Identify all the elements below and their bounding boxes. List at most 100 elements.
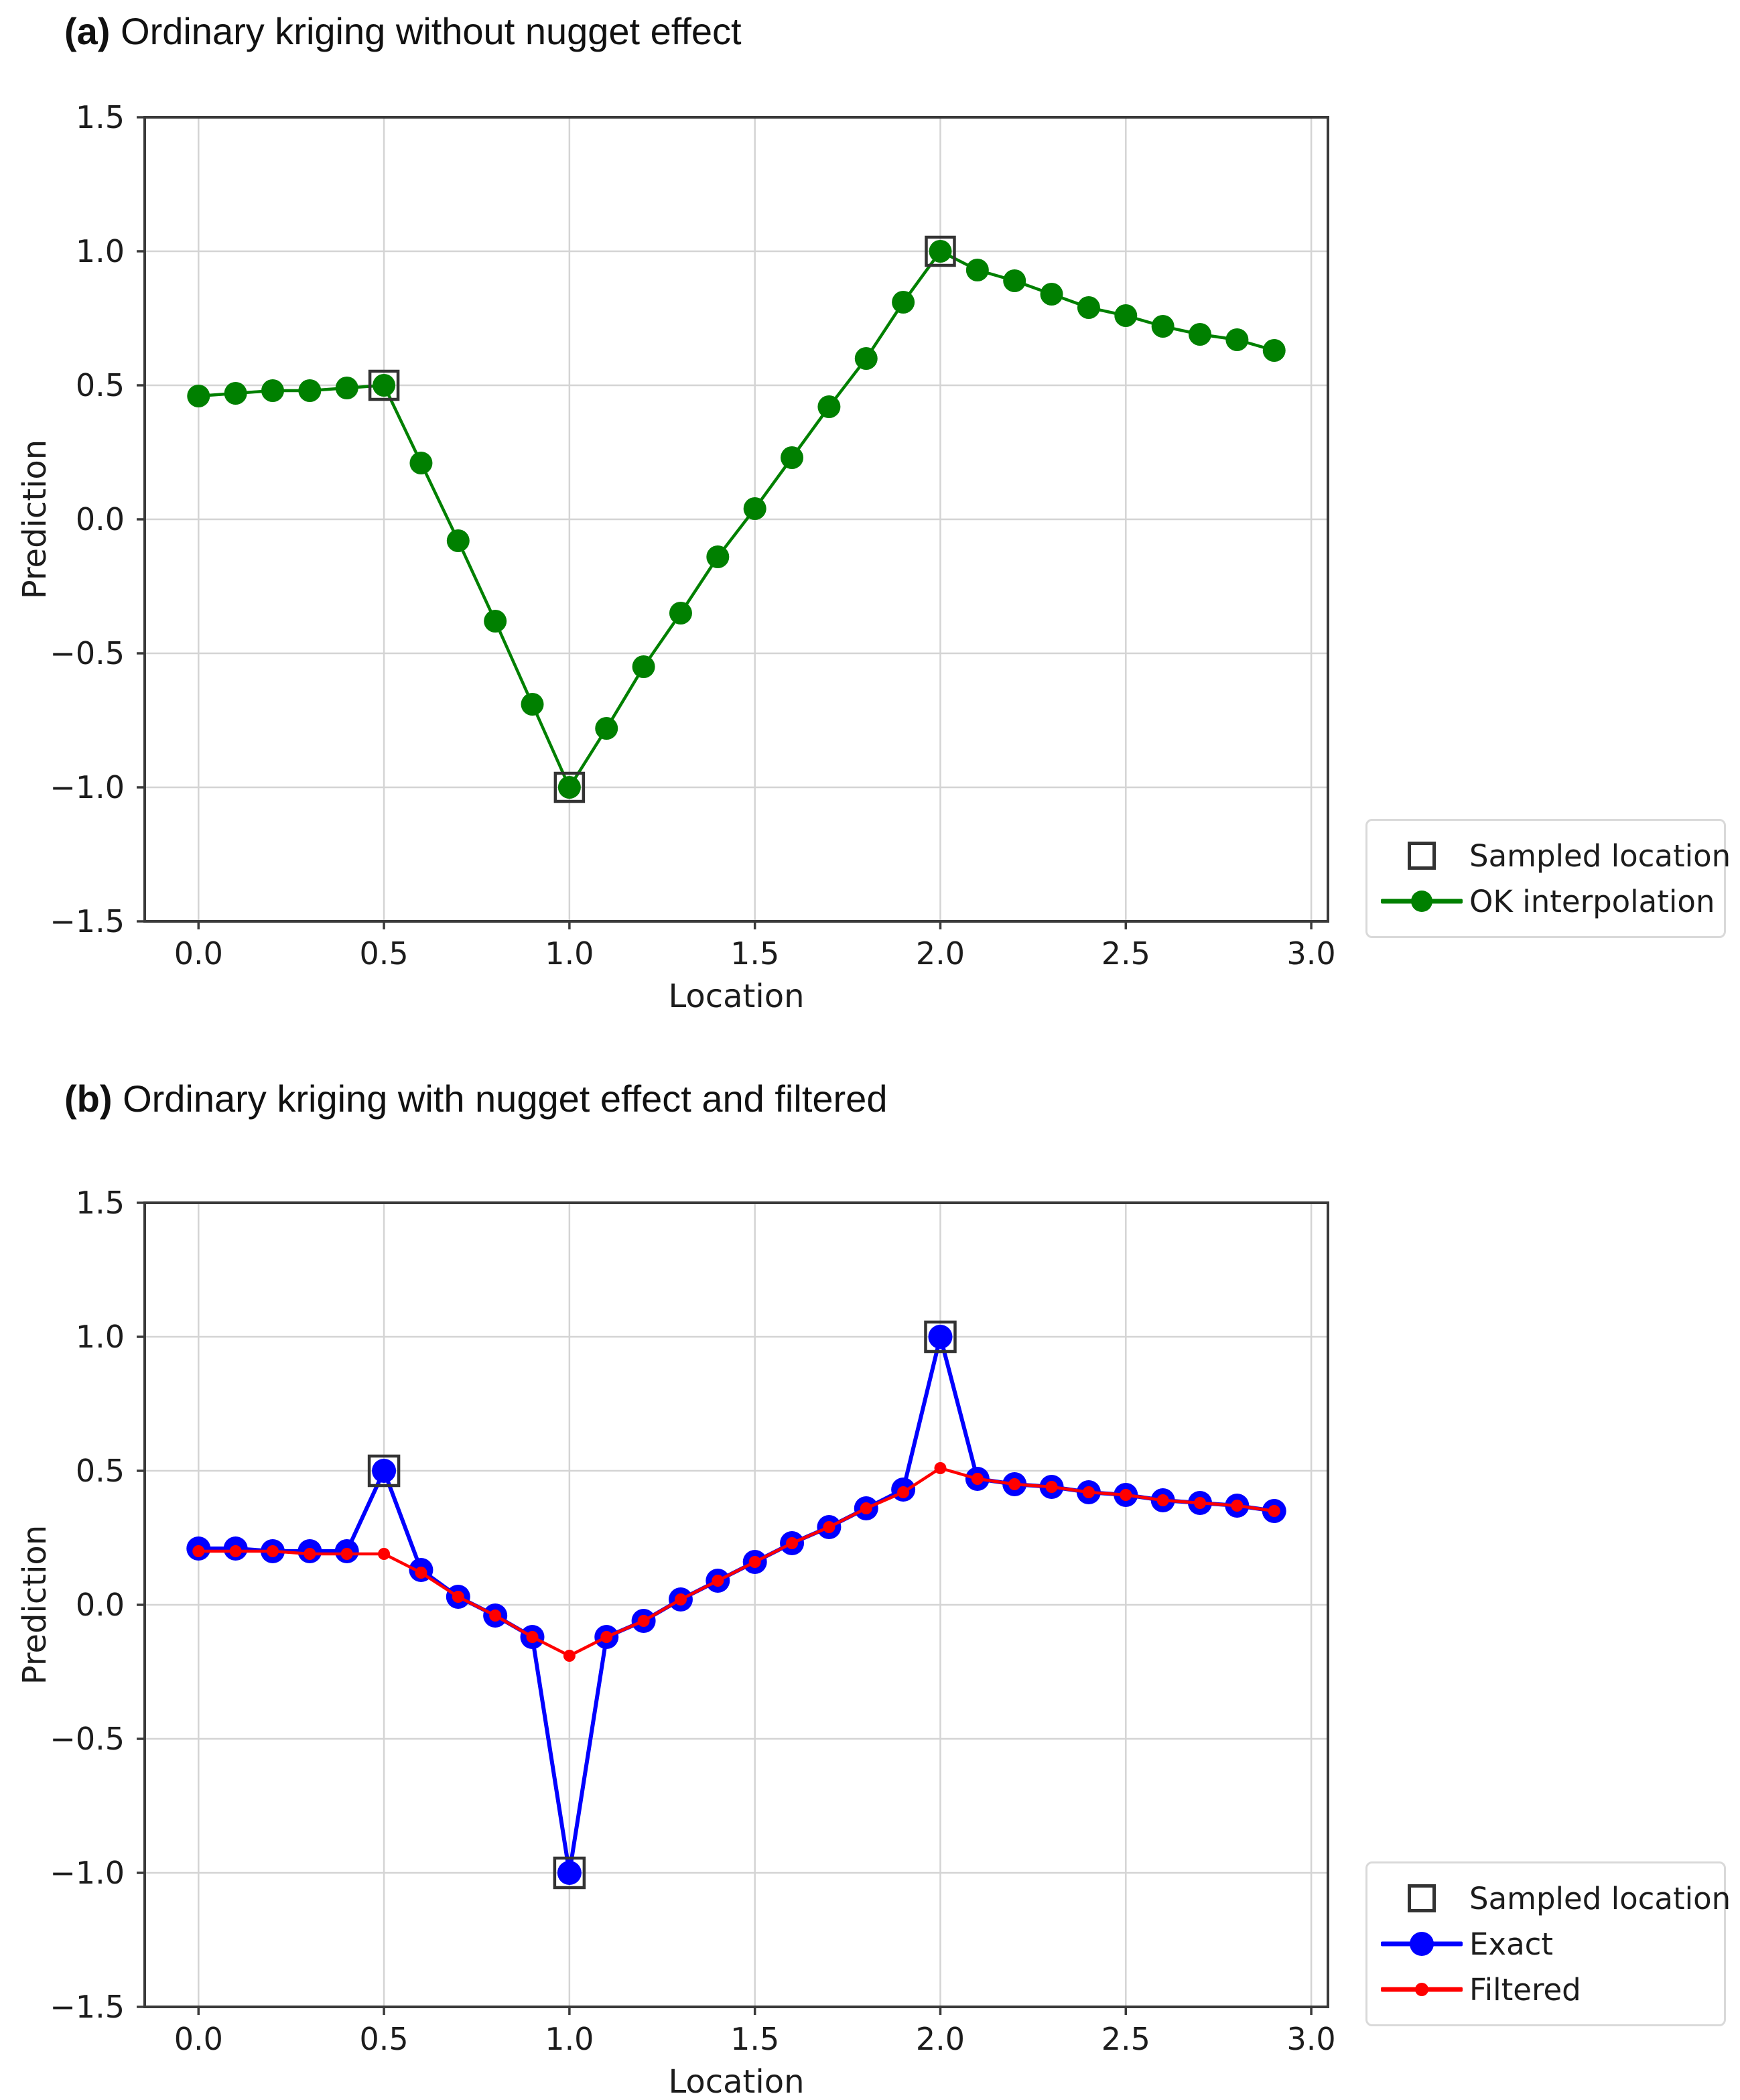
y-tick-label: −1.5 xyxy=(50,1989,125,2025)
data-point-marker xyxy=(965,259,989,281)
data-point-marker xyxy=(1045,1481,1058,1493)
chart-svg xyxy=(137,116,1329,929)
y-tick-label: 0.0 xyxy=(75,1587,125,1623)
data-point-marker xyxy=(446,529,470,552)
data-point-marker xyxy=(298,379,322,402)
data-point-marker xyxy=(674,1593,687,1605)
data-point-marker xyxy=(743,497,766,520)
data-point-marker xyxy=(1189,323,1212,346)
data-point-marker xyxy=(415,1567,427,1579)
x-tick-label: 1.5 xyxy=(730,935,780,972)
y-tick-label: −1.0 xyxy=(50,1855,125,1891)
data-point-marker xyxy=(563,1650,576,1662)
data-point-marker xyxy=(929,240,952,263)
chart-b-plot-area xyxy=(137,1201,1329,2015)
open-square-marker-icon xyxy=(1374,1878,1469,1918)
x-tick-label: 3.0 xyxy=(1286,2021,1336,2057)
x-tick-label: 2.0 xyxy=(915,2021,965,2057)
chart-a-title-index: (a) xyxy=(64,10,111,52)
chart-svg xyxy=(137,1201,1329,2015)
data-point-marker xyxy=(372,1459,397,1483)
legend-label: Sampled location xyxy=(1469,838,1731,874)
data-point-marker xyxy=(1156,1494,1169,1506)
data-point-marker xyxy=(266,1545,279,1557)
chart-b-title-index: (b) xyxy=(64,1077,113,1120)
y-tick-label: 0.5 xyxy=(75,367,125,403)
data-point-marker xyxy=(229,1545,242,1557)
data-point-marker xyxy=(557,776,581,799)
data-point-marker xyxy=(261,379,284,402)
data-point-marker xyxy=(595,717,618,740)
data-point-marker xyxy=(1151,315,1175,338)
y-tick-label: −0.5 xyxy=(50,1721,125,1757)
red-line-dot-icon xyxy=(1374,1969,1469,2010)
chart-a-title: (a) Ordinary kriging without nugget effe… xyxy=(64,9,742,53)
data-point-marker xyxy=(748,1556,761,1568)
legend-item-sampled-location: Sampled location xyxy=(1374,1876,1731,1921)
x-tick-label: 0.0 xyxy=(174,2021,223,2057)
data-point-marker xyxy=(600,1631,613,1643)
data-point-marker xyxy=(335,377,358,399)
y-tick-label: −1.5 xyxy=(50,903,125,939)
data-point-marker xyxy=(489,1610,502,1622)
data-point-marker xyxy=(1268,1505,1280,1517)
chart-b-x-axis-label: Location xyxy=(668,2063,805,2100)
data-point-marker xyxy=(521,693,544,716)
data-point-marker xyxy=(1231,1500,1244,1512)
data-point-marker xyxy=(452,1591,464,1603)
x-tick-label: 1.0 xyxy=(545,935,594,972)
sampled-location-marker xyxy=(553,1856,586,1890)
open-square-marker-icon xyxy=(1374,836,1469,876)
y-tick-label: 0.5 xyxy=(75,1453,125,1489)
x-tick-label: 2.5 xyxy=(1101,2021,1150,2057)
data-point-marker xyxy=(192,1545,205,1557)
x-tick-label: 1.0 xyxy=(545,2021,594,2057)
sampled-location-marker xyxy=(924,1320,957,1354)
data-point-marker xyxy=(928,1325,953,1349)
data-point-marker xyxy=(934,1462,947,1474)
chart-b-title: (b) Ordinary kriging with nugget effect … xyxy=(64,1077,887,1120)
x-tick-label: 1.5 xyxy=(730,2021,780,2057)
green-line-dot-icon xyxy=(1374,881,1469,921)
sampled-location-marker xyxy=(925,235,956,267)
y-tick-label: −1.0 xyxy=(50,769,125,805)
y-tick-label: 1.5 xyxy=(75,1185,125,1221)
legend-label: Filtered xyxy=(1469,1971,1581,2008)
x-tick-label: 2.0 xyxy=(915,935,965,972)
data-point-marker xyxy=(1082,1486,1095,1498)
chart-a-x-axis-label: Location xyxy=(668,978,805,1015)
sampled-location-marker xyxy=(367,1454,401,1488)
blue-line-dot-icon xyxy=(1374,1924,1469,1964)
data-point-marker xyxy=(669,602,692,625)
data-point-marker xyxy=(557,1861,582,1885)
data-point-marker xyxy=(817,395,841,418)
data-point-marker xyxy=(1114,304,1138,327)
data-point-marker xyxy=(786,1537,799,1549)
y-tick-label: −0.5 xyxy=(50,635,125,671)
data-point-marker xyxy=(378,1548,391,1560)
chart-b-title-text: Ordinary kriging with nugget effect and … xyxy=(112,1077,888,1120)
data-point-marker xyxy=(373,374,396,397)
legend-item-exact: Exact xyxy=(1374,1921,1717,1967)
data-point-marker xyxy=(897,1486,910,1498)
legend-label: OK interpolation xyxy=(1469,883,1715,919)
data-point-marker xyxy=(1003,269,1026,292)
data-point-marker xyxy=(1008,1478,1021,1490)
chart-b-legend: Sampled location Exact Filtered xyxy=(1365,1861,1731,2026)
data-point-marker xyxy=(860,1502,872,1514)
data-point-marker xyxy=(1262,339,1286,362)
x-tick-label: 0.5 xyxy=(359,2021,409,2057)
data-point-marker xyxy=(1225,328,1249,351)
legend-item-filtered: Filtered xyxy=(1374,1967,1717,2012)
data-point-marker xyxy=(1120,1489,1132,1501)
data-point-marker xyxy=(526,1631,539,1643)
data-point-marker xyxy=(484,610,507,633)
x-tick-label: 0.0 xyxy=(174,935,223,972)
x-tick-label: 2.5 xyxy=(1101,935,1150,972)
y-tick-label: 0.0 xyxy=(75,501,125,537)
legend-label: Exact xyxy=(1469,1926,1554,1962)
data-point-marker xyxy=(823,1521,835,1533)
y-tick-label: 1.0 xyxy=(75,1319,125,1355)
legend-item-sampled-location: Sampled location xyxy=(1374,833,1731,878)
